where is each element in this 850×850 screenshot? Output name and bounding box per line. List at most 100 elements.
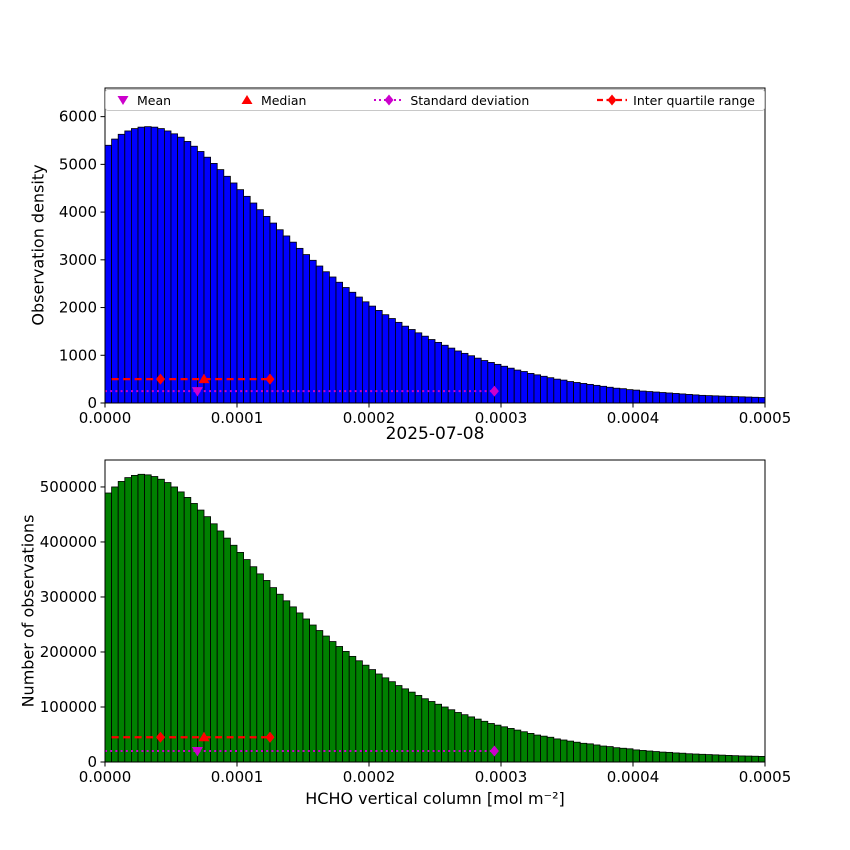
legend-item-iqr: Inter quartile range <box>597 93 755 108</box>
histogram-bar <box>289 241 297 404</box>
legend-item-median: Median <box>239 93 306 108</box>
inter-quartile-range-diamond-marker <box>265 731 275 743</box>
histogram-bar <box>599 745 607 763</box>
mean-triangle-down-marker <box>191 746 203 757</box>
histogram-bar <box>216 169 225 404</box>
histogram-bar <box>520 371 528 404</box>
histogram-bar <box>474 718 482 763</box>
y-tick-label: 500000 <box>40 478 97 496</box>
histogram-bar <box>744 755 753 763</box>
histogram-bar <box>579 383 588 404</box>
histogram-bar <box>705 395 713 404</box>
histogram-bar <box>421 698 429 763</box>
histogram-bar <box>692 753 700 763</box>
histogram-bar <box>249 566 258 763</box>
x-tick-label: 0.0001 <box>211 768 264 786</box>
histogram-bar <box>322 271 330 404</box>
histogram-bar <box>738 396 746 404</box>
x-axis-label: HCHO vertical column [mol m⁻²] <box>305 789 565 808</box>
histogram-bar <box>302 618 310 763</box>
histogram-bar <box>229 182 238 404</box>
inter-quartile-range-diamond-marker <box>155 731 165 743</box>
histogram-bar <box>513 729 522 763</box>
histogram-bar <box>685 753 693 763</box>
histogram-bar <box>170 133 178 404</box>
histogram-bar <box>368 669 376 763</box>
histogram-bar <box>302 254 310 404</box>
histogram-bar <box>447 347 456 404</box>
histogram-bar <box>243 195 251 404</box>
histogram-bar <box>500 365 508 404</box>
histogram-bar <box>685 394 693 404</box>
bars <box>104 473 766 763</box>
histogram-bar <box>718 395 726 404</box>
histogram-bar <box>124 477 132 763</box>
legend-item-label: Inter quartile range <box>633 92 755 108</box>
histogram-bar <box>183 141 192 404</box>
histogram-bar <box>467 716 475 763</box>
x-tick-label: 0.0000 <box>79 409 132 427</box>
histogram-bar <box>203 156 211 404</box>
histogram-bar <box>229 544 238 763</box>
histogram-bar <box>533 374 541 404</box>
y-tick-label: 0 <box>87 753 97 771</box>
histogram-bar <box>460 352 469 404</box>
diamond-icon <box>374 94 405 106</box>
histogram-bar <box>460 714 469 763</box>
histogram-bar <box>546 736 555 763</box>
histogram-bar <box>289 606 297 763</box>
histogram-bar <box>698 394 706 404</box>
histogram-bar <box>692 394 700 404</box>
histogram-bar <box>434 341 442 404</box>
legend: Mean Median Standard deviation Inter quarti… <box>105 89 765 111</box>
histogram-observation-density: 0.0000 0.0001 0.0002 0.0003 0.0004 0.0005 0 100… <box>59 87 791 427</box>
histogram-bar <box>236 552 244 763</box>
histogram-bar <box>467 355 475 404</box>
histogram-bar <box>659 392 667 404</box>
histogram-bar <box>626 748 634 763</box>
histogram-bar <box>586 383 594 404</box>
histogram-bar <box>513 369 522 404</box>
histogram-bar <box>190 145 198 404</box>
histogram-bar <box>117 133 126 404</box>
axes-frame <box>104 87 766 404</box>
histogram-bar <box>328 276 337 404</box>
histogram-bar <box>566 381 574 404</box>
histogram-bar <box>612 747 621 763</box>
histogram-bar <box>434 703 442 763</box>
histogram-bar <box>216 530 225 763</box>
histogram-bar <box>665 751 673 763</box>
histogram-bar <box>104 492 112 763</box>
histogram-bar <box>309 624 317 763</box>
histogram-bar <box>388 681 396 763</box>
histogram-bar <box>328 641 337 763</box>
legend-item-label: Median <box>260 92 307 108</box>
histogram-bar <box>520 731 528 763</box>
histogram-bar <box>560 379 568 404</box>
histogram-bar <box>626 389 634 404</box>
histogram-bar <box>725 395 733 404</box>
x-tick-label: 0.0001 <box>211 409 264 427</box>
histogram-bar <box>540 735 548 763</box>
x-tick-label: 0.0000 <box>79 768 132 786</box>
y-tick-label: 0 <box>87 394 97 412</box>
x-tick-label: 0.0004 <box>607 768 660 786</box>
diamond-icon <box>597 94 628 106</box>
histogram-bar <box>711 395 720 404</box>
histogram-bar <box>441 706 449 763</box>
histogram-bar <box>355 660 363 763</box>
histogram-bar <box>342 287 350 404</box>
histogram-bar <box>758 755 766 763</box>
y-tick-label: 300000 <box>40 588 97 606</box>
histogram-bar <box>223 175 231 404</box>
histogram-bar <box>751 396 759 404</box>
histogram-bar <box>454 350 462 404</box>
y-tick-label: 1000 <box>59 346 97 364</box>
y-tick-label: 4000 <box>59 203 97 221</box>
histogram-bar <box>645 750 654 763</box>
histogram-bar <box>355 296 363 404</box>
y-tick-label: 400000 <box>40 533 97 551</box>
histogram-bar <box>104 144 112 404</box>
histogram-bar <box>639 390 647 404</box>
